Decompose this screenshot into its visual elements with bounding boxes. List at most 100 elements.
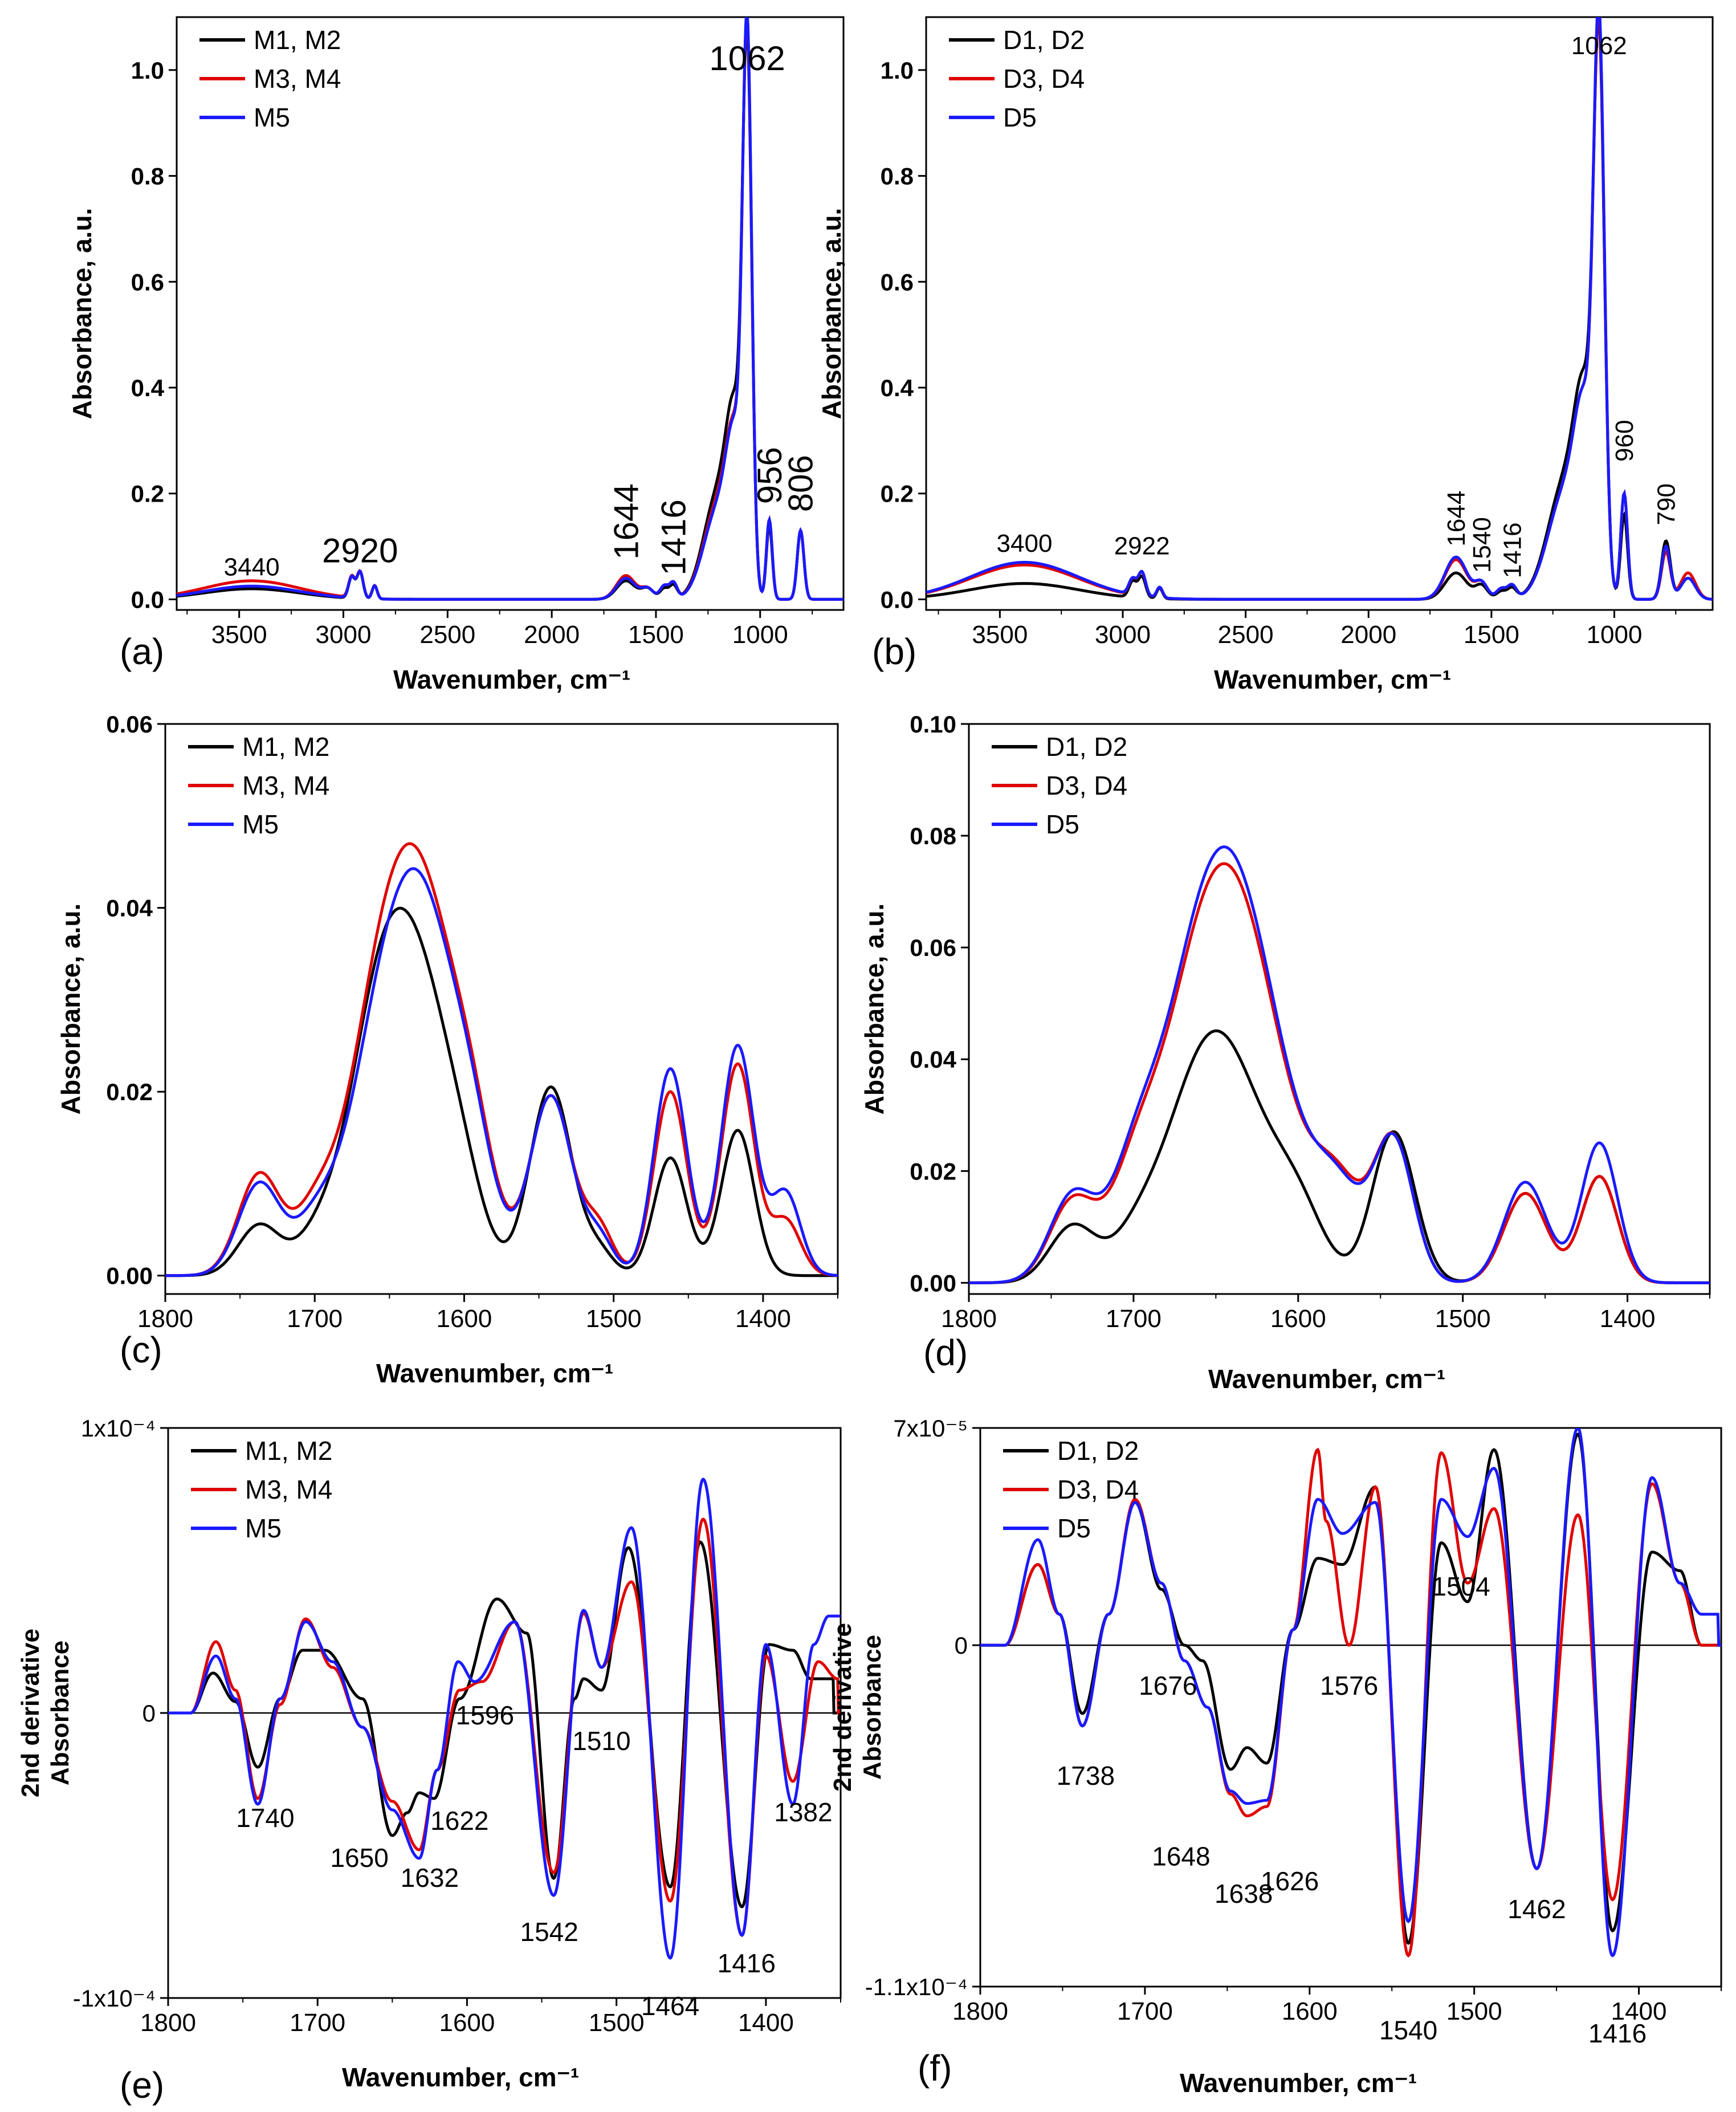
y-tick-label: 0 — [142, 1700, 156, 1727]
y-tick-label: 0.6 — [131, 268, 164, 295]
plot-frame — [979, 1427, 1722, 1988]
series-line-3 — [969, 845, 1710, 1284]
peak-annotation: 956 — [751, 447, 789, 504]
legend-entry-1: M1, M2 — [242, 732, 329, 762]
peak-annotation: 1738 — [1057, 1761, 1115, 1790]
legend-entry-3: M5 — [245, 1513, 282, 1543]
peak-annotation: 1382 — [774, 1797, 832, 1827]
x-axis-title: Wavenumber, cm⁻¹ — [1180, 2068, 1417, 2098]
x-axis-title: Wavenumber, cm⁻¹ — [342, 2062, 579, 2092]
legend-entry-1: D1, D2 — [1003, 25, 1085, 55]
x-tick-label: 2500 — [419, 621, 475, 649]
peak-annotation: 1676 — [1139, 1671, 1197, 1700]
panel-a-chart: 3500 3000 2500 2000 1500 1000 0.0 0.2 0.4 0.6 0.8 1… — [67, 16, 845, 694]
y-tick-label: 0.04 — [910, 1046, 956, 1073]
peak-annotation: 1650 — [330, 1843, 388, 1873]
legend-entry-3: D5 — [1003, 103, 1037, 132]
series-line-1 — [969, 1029, 1710, 1284]
peak-annotation: 1648 — [1152, 1842, 1210, 1871]
y-tick-label: 0.06 — [106, 711, 153, 738]
legend-entry-2: M3, M4 — [245, 1475, 332, 1504]
y-axis-title-line2: Absorbance — [46, 1641, 74, 1785]
panel-label: (a) — [120, 631, 164, 672]
x-tick-label: 3000 — [1095, 621, 1151, 649]
legend-entry-2: D3, D4 — [1057, 1475, 1139, 1504]
y-tick-label: 0.0 — [131, 586, 164, 613]
y-tick-label: 0.00 — [106, 1263, 153, 1289]
y-tick-label: -1x10⁻⁴ — [73, 1985, 156, 2012]
y-tick-label: 0 — [955, 1632, 968, 1659]
legend-entry-1: D1, D2 — [1046, 732, 1127, 762]
x-tick-label: 1500 — [1464, 621, 1519, 649]
y-tick-label: 0.00 — [910, 1269, 956, 1296]
y-axis-title-line1: 2nd derivative — [17, 1629, 44, 1797]
panel-label: (c) — [120, 1329, 162, 1370]
panel-d-chart: 1800 1700 1600 1500 1400 0.00 0.02 0.04 0.06 0.08… — [859, 711, 1711, 1394]
x-tick-label: 1500 — [1435, 1305, 1491, 1333]
y-tick-label: 1.0 — [881, 57, 914, 84]
plot-frame — [164, 723, 839, 1295]
x-tick-label: 1800 — [137, 1305, 193, 1333]
peak-annotation: 1416 — [1499, 522, 1527, 578]
series-line-1 — [165, 906, 838, 1277]
y-axis-title-line1: 2nd derivative — [829, 1623, 857, 1792]
peak-annotation: 3400 — [997, 530, 1053, 557]
x-axis-title: Wavenumber, cm⁻¹ — [1208, 1364, 1445, 1394]
x-tick-label: 1500 — [1446, 1997, 1502, 2025]
legend-entry-1: M1, M2 — [245, 1436, 332, 1466]
y-tick-label: 0.08 — [910, 823, 956, 849]
y-tick-label: 0.10 — [910, 711, 956, 738]
panel-f-chart: 1800 1700 1600 1500 1400 7x10⁻⁵ 0 -1.1x10⁻⁴ Wave… — [829, 1415, 1722, 2098]
x-axis-title: Wavenumber, cm⁻¹ — [393, 665, 630, 694]
panel-c-chart: 1800 1700 1600 1500 1400 0.00 0.02 0.04 0.06 Wave… — [56, 711, 839, 1388]
x-tick-label: 1400 — [1600, 1305, 1656, 1333]
peak-annotation: 960 — [1611, 420, 1639, 462]
peak-annotation: 1626 — [1261, 1866, 1319, 1896]
x-tick-label: 1600 — [436, 1305, 492, 1333]
panel-b-chart: 3500 3000 2500 2000 1500 1000 0.0 0.2 0.4 0.6 0.8 1… — [817, 16, 1714, 694]
x-tick-label: 1700 — [1106, 1305, 1162, 1333]
x-tick-label: 1800 — [952, 1997, 1008, 2025]
y-tick-label: 0.02 — [910, 1158, 956, 1185]
peak-annotation: 1576 — [1320, 1671, 1378, 1700]
plot-frame — [925, 16, 1714, 611]
x-tick-label: 2000 — [1340, 621, 1396, 649]
y-tick-label: 7x10⁻⁵ — [893, 1415, 968, 1442]
x-tick-label: 1600 — [1270, 1305, 1326, 1333]
legend-entry-3: D5 — [1046, 809, 1079, 839]
x-axis-title: Wavenumber, cm⁻¹ — [376, 1358, 613, 1388]
peak-annotation: 1416 — [655, 499, 693, 575]
x-tick-label: 3500 — [972, 621, 1028, 649]
peak-annotation: 1632 — [401, 1863, 459, 1893]
panel-label: (b) — [872, 631, 916, 672]
y-tick-label: 0.0 — [881, 586, 914, 613]
y-tick-label: 0.8 — [881, 163, 914, 190]
peak-annotation: 1638 — [1215, 1879, 1273, 1908]
y-tick-label: 0.04 — [106, 895, 153, 922]
peak-annotation: 1596 — [456, 1700, 514, 1730]
peak-annotation: 1416 — [1588, 2019, 1647, 2048]
peak-annotation: 1510 — [572, 1726, 630, 1756]
x-tick-label: 1700 — [1117, 1997, 1173, 2025]
x-axis-title: Wavenumber, cm⁻¹ — [1214, 665, 1451, 694]
x-tick-label: 1600 — [439, 2009, 495, 2037]
peak-annotation: 1416 — [718, 1948, 776, 1978]
series-line-3 — [165, 867, 838, 1277]
panel-label: (f) — [918, 2048, 952, 2089]
peak-annotation: 1644 — [607, 483, 645, 559]
series-line-3 — [177, 17, 843, 601]
x-tick-label: 1800 — [140, 2009, 196, 2037]
y-tick-label: 0.6 — [881, 268, 914, 295]
x-tick-label: 1000 — [732, 621, 788, 649]
series-line-2 — [969, 862, 1710, 1284]
y-tick-label: 0.8 — [131, 163, 164, 190]
legend-entry-2: M3, M4 — [242, 771, 329, 800]
y-axis-title-line2: Absorbance — [858, 1635, 886, 1780]
y-tick-label: 1x10⁻⁴ — [81, 1415, 156, 1442]
peak-annotation: 1062 — [1571, 32, 1627, 60]
peak-annotation: 1644 — [1442, 491, 1470, 547]
x-tick-label: 3500 — [211, 621, 267, 649]
x-tick-label: 1500 — [586, 1305, 642, 1333]
y-tick-label: 0.4 — [131, 375, 165, 401]
